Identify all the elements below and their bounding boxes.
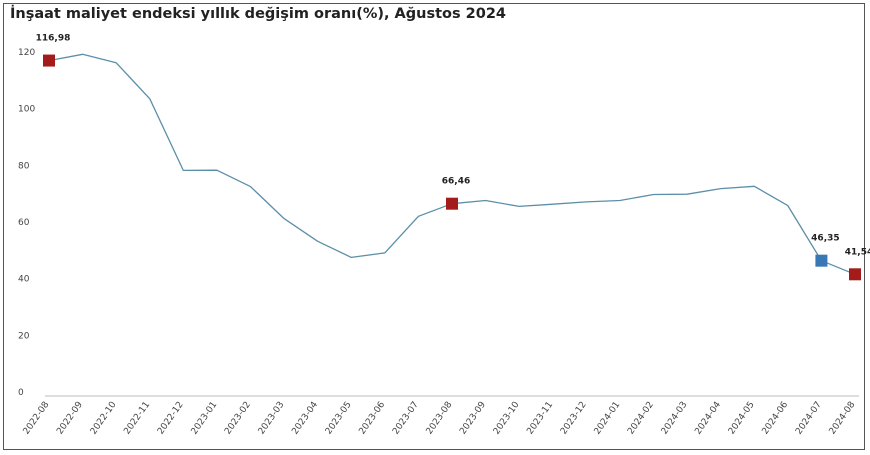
x-tick-label: 2024-05 [727, 400, 757, 437]
x-tick-label: 2023-06 [358, 400, 388, 437]
x-tick-label: 2023-07 [391, 400, 421, 437]
x-tick-label: 2024-02 [626, 400, 656, 437]
highlight-marker [446, 197, 458, 210]
x-tick-label: 2024-06 [761, 400, 791, 437]
x-tick-label: 2022-10 [89, 400, 119, 437]
series-group [48, 53, 856, 275]
x-tick-label: 2022-11 [122, 400, 152, 437]
x-tick-label: 2023-05 [324, 400, 354, 437]
highlight-marker [43, 54, 55, 67]
x-tick-label: 2022-12 [156, 400, 186, 437]
y-tick-label: 20 [18, 331, 30, 341]
y-axis: 0 20 40 60 80 100 120 [18, 48, 35, 398]
x-tick-label: 2024-04 [693, 400, 723, 437]
x-tick-label: 2024-01 [593, 400, 623, 437]
x-tick-label: 2024-07 [794, 400, 824, 437]
series-line-0 [48, 53, 856, 275]
data-label: 116,98 [36, 34, 71, 44]
x-tick-label: 2023-11 [525, 400, 555, 437]
x-tick-label: 2023-09 [458, 400, 488, 437]
x-tick-label: 2023-01 [190, 400, 220, 437]
x-tick-label: 2024-03 [660, 400, 690, 437]
data-label: 66,46 [442, 177, 470, 187]
x-tick-label: 2023-10 [492, 400, 522, 437]
x-tick-label: 2023-03 [257, 400, 287, 437]
highlight-markers: 116,98 66,46 46,35 41,54 [36, 34, 870, 281]
highlight-marker [849, 268, 861, 281]
x-tick-label: 2022-09 [55, 400, 85, 437]
y-tick-label: 120 [18, 48, 35, 58]
chart-frame [3, 3, 865, 450]
x-tick-label: 2023-12 [559, 400, 589, 437]
x-axis: 2022-08 2022-09 2022-10 2022-11 2022-12 2023-… [22, 395, 859, 437]
y-tick-label: 0 [18, 388, 24, 398]
x-tick-label: 2024-08 [828, 400, 858, 437]
x-tick-label: 2023-08 [425, 400, 455, 437]
y-tick-label: 80 [18, 161, 30, 171]
data-label: 41,54 [845, 247, 870, 257]
x-tick-label: 2023-02 [223, 400, 253, 437]
data-label: 46,35 [811, 234, 839, 244]
y-tick-label: 40 [18, 275, 30, 285]
x-tick-label: 2023-04 [290, 400, 320, 437]
y-tick-label: 100 [18, 105, 35, 115]
chart-title: İnşaat maliyet endeksi yıllık değişim or… [10, 6, 507, 22]
x-tick-label: 2022-08 [22, 400, 52, 437]
y-tick-label: 60 [18, 218, 30, 228]
highlight-marker [815, 254, 828, 267]
